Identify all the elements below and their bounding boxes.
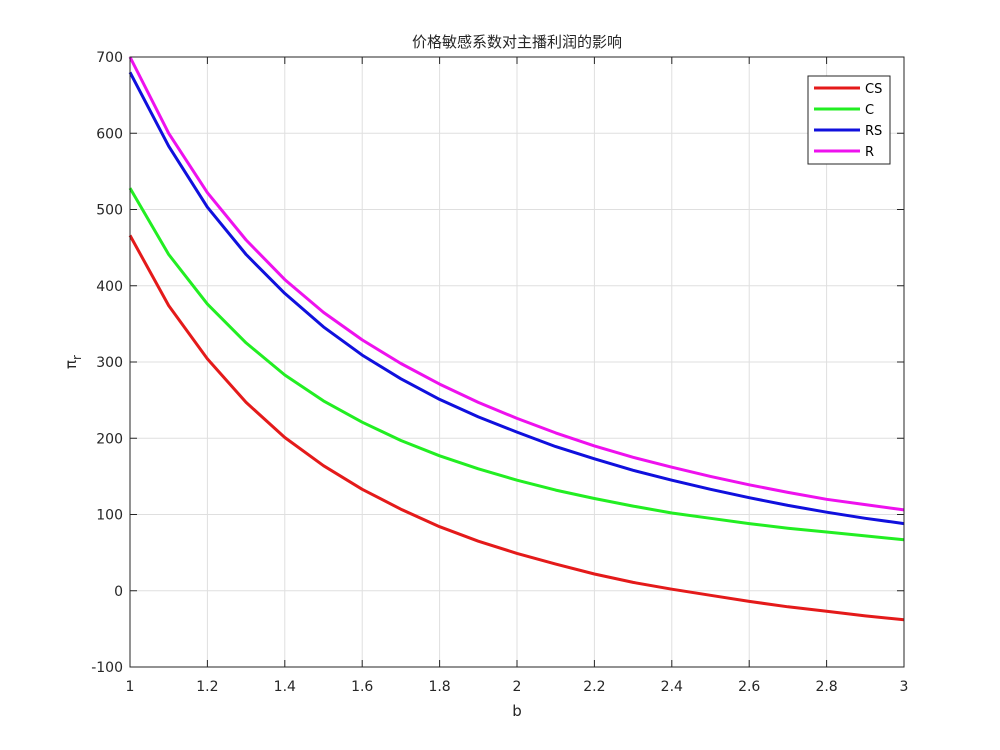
y-tick-label: 0 xyxy=(114,584,123,600)
series-line-r xyxy=(128,56,905,512)
series-lines xyxy=(128,56,905,622)
series-line-c xyxy=(128,187,905,542)
x-tick-label: 1.4 xyxy=(274,679,296,695)
x-axis-ticks: 1 1.2 1.4 1.6 1.8 2 2.2 2.4 2.6 2.8 3 xyxy=(126,57,909,695)
x-tick-label: 1 xyxy=(126,679,135,695)
y-tick-label: 300 xyxy=(96,355,123,371)
x-tick-label: 2.8 xyxy=(815,679,837,695)
y-axis-label-symbol: π xyxy=(62,360,80,369)
x-tick-label: 2.6 xyxy=(738,679,760,695)
chart-title: 价格敏感系数对主播利润的影响 xyxy=(412,33,622,51)
x-tick-label: 1.2 xyxy=(196,679,218,695)
svg-text:πr: πr xyxy=(62,355,84,369)
y-tick-label: 100 xyxy=(96,508,123,524)
x-tick-label: 1.6 xyxy=(351,679,373,695)
y-axis-label-subscript: r xyxy=(70,355,84,360)
x-tick-label: 2 xyxy=(513,679,522,695)
legend-label: C xyxy=(865,103,874,118)
legend-label: CS xyxy=(865,82,882,97)
x-tick-label: 2.4 xyxy=(661,679,683,695)
legend: CS C RS R xyxy=(807,75,891,165)
x-tick-label: 2.2 xyxy=(583,679,605,695)
y-tick-label: -100 xyxy=(91,660,123,676)
legend-box xyxy=(807,75,891,165)
series-line-rs xyxy=(128,71,905,526)
series-line-cs xyxy=(128,234,905,622)
x-axis-label: b xyxy=(512,702,522,720)
x-tick-label: 3 xyxy=(900,679,909,695)
x-tick-label: 1.8 xyxy=(428,679,450,695)
y-tick-label: 500 xyxy=(96,203,123,219)
y-tick-label: 200 xyxy=(96,431,123,447)
y-tick-label: 700 xyxy=(96,50,123,66)
y-tick-label: 400 xyxy=(96,279,123,295)
y-tick-label: 600 xyxy=(96,126,123,142)
y-axis-label: πr xyxy=(62,355,84,369)
y-axis-ticks: -100 0 100 200 300 400 500 600 700 xyxy=(91,50,904,676)
legend-label: RS xyxy=(865,124,882,139)
legend-label: R xyxy=(865,145,874,160)
